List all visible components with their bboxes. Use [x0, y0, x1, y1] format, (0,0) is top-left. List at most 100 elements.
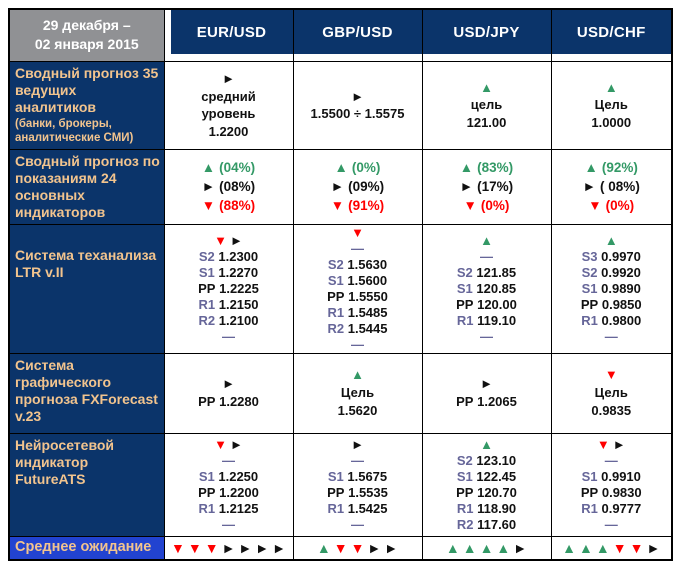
level-s2: S2 0.9920 [582, 265, 641, 280]
date-range-cell: 29 декабря – 02 января 2015 [8, 8, 165, 62]
level-name: S2 [456, 264, 473, 280]
forecast-line: S2 121.85 [423, 264, 550, 281]
date-range: 29 декабря – 02 января 2015 [34, 17, 139, 53]
forecast-line: PP 1.2225 [165, 281, 292, 297]
level-name: S2 [581, 264, 598, 280]
arrow-up-icon: ▲ [351, 367, 364, 383]
forecast-line: ▼ ▼ ▼ ► ► ► ► [165, 539, 292, 557]
level-s2: S2 1.5630 [328, 257, 387, 272]
forecast-line: ▲ ▲ ▲ ▲ ► [423, 540, 550, 557]
level-pp: PP 0.9830 [581, 485, 642, 500]
forecast-line: PP 1.2280 [165, 393, 292, 411]
level-r2: R2 1.5445 [328, 321, 388, 336]
level-name: PP [580, 484, 599, 500]
arrow-right-icon: ► [646, 539, 661, 556]
forecast-line: ▼ ► [165, 437, 292, 453]
cell-ltr-usd-jpy: ▲ — S2 121.85 S1 120.85 PP 120.00 R1 119.10— [421, 223, 552, 354]
forecast-line: ► (17%) [423, 177, 550, 196]
forecast-line: ▲ ▼ ▼ ► ► [294, 539, 421, 557]
level-pp: PP 0.9850 [581, 297, 642, 312]
forecast-line: ▼ (91%) [294, 196, 421, 215]
pair-label-usd-chf: USD/CHF [552, 10, 671, 54]
forecast-line: ▲ [423, 79, 550, 97]
level-name: R1 [327, 500, 345, 516]
forecast-line: 1.0000 [552, 114, 671, 132]
level-name: R2 [198, 312, 216, 328]
pair-label-gbp-usd: GBP/USD [294, 10, 421, 54]
cell-average-eur-usd: ▼ ▼ ▼ ► ► ► ► [163, 535, 294, 561]
forecast-text: (0%) [351, 160, 381, 176]
arrow-right-icon: ► [480, 376, 493, 392]
forecast-text: средний [201, 88, 256, 104]
arrow-down-icon: ▼ [629, 539, 644, 556]
forecast-line: S1 1.5600 [294, 273, 421, 289]
level-pp: PP 120.70 [456, 485, 517, 500]
pair-label-eur-usd: EUR/USD [170, 10, 292, 54]
forecast-text: 1.2200 [208, 123, 249, 139]
forecast-line: R1 1.5425 [294, 500, 421, 517]
column-header-usd-jpy: USD/JPY [421, 8, 552, 62]
arrow-down-icon: ▼ [350, 539, 365, 556]
forecast-line: ▲ (83%) [423, 158, 550, 177]
level-value: 1.2125 [215, 500, 259, 516]
forecast-line: PP 1.2200 [165, 485, 292, 501]
cell-futureats-eur-usd: ▼ ► — S1 1.2250 PP 1.2200 R1 1.2125— [163, 432, 294, 537]
arrow-up-icon: ▲ [459, 160, 474, 176]
forecast-line: ▼ (88%) [165, 196, 292, 215]
table-row-average: Среднее ожидание ▼ ▼ ▼ ► ► ► ► ▲ ▼ ▼ ► ► ▲ ▲ ▲ ▲ ► ▲ ▲ ▲ ▼ ▼ ► [8, 535, 673, 561]
cell-indicators-usd-jpy: ▲ (83%) ► (17%) ▼ (0%) [421, 148, 552, 225]
level-r1: R1 0.9800 [581, 313, 641, 328]
cell-indicators-usd-chf: ▲ (92%) ►( 08%) ▼ (0%) [550, 148, 673, 225]
forecast-line: ▲ (92%) [552, 158, 671, 177]
level-s2: S2 123.10 [457, 453, 516, 468]
arrow-down-icon: ▼ [463, 198, 477, 214]
level-pp: PP 1.5550 [327, 289, 388, 304]
forecast-line: S1 1.2250 [165, 469, 292, 485]
forecast-line: S3 0.9970 [552, 248, 671, 265]
dash-icon: — [351, 240, 364, 256]
dash-icon: — [351, 516, 364, 532]
table-row-analysts: Сводный прогноз 35 ведущих аналитиков (ба… [8, 60, 673, 150]
forecast-line: 1.5620 [294, 402, 421, 420]
forecast-line: ▲ [423, 437, 550, 453]
cell-fxforecast-eur-usd: ► PP 1.2280 [163, 352, 294, 434]
forecast-line: ► [294, 437, 421, 453]
level-pp: PP 1.2065 [456, 394, 517, 409]
forecast-line: PP 1.5535 [294, 485, 421, 501]
level-pp: PP 1.5535 [327, 485, 388, 500]
arrow-right-icon: ► [459, 179, 474, 195]
arrow-right-icon: ► [582, 179, 597, 195]
level-value: 121.85 [472, 264, 517, 280]
arrow-up-icon: ▲ [480, 79, 493, 95]
forecast-text: 0.9835 [591, 403, 632, 419]
row-label-main: Нейросетевой индикатор FutureATS [15, 436, 115, 487]
level-value: 1.5425 [344, 500, 388, 516]
level-name: R1 [581, 500, 598, 516]
row-label-average: Среднее ожидание [8, 535, 165, 561]
arrow-up-icon: ▲ [579, 539, 593, 556]
forecast-line: 1.5500 ÷ 1.5575 [294, 105, 421, 123]
forecast-line: ► [165, 375, 292, 393]
forecast-text: (0%) [605, 198, 635, 214]
forecast-text: (17%) [477, 179, 514, 195]
level-value: 1.5550 [344, 288, 388, 304]
forecast-line: PP 1.5550 [294, 289, 421, 305]
forecast-line: R2 117.60 [423, 517, 550, 533]
level-s1: S1 1.5600 [328, 273, 387, 288]
forecast-line: Цель [552, 384, 671, 402]
level-value: 1.5445 [344, 320, 388, 336]
arrow-up-icon: ▲ [316, 539, 331, 556]
arrow-right-icon: ► [238, 539, 253, 556]
row-label-main: Среднее ожидание [15, 539, 152, 556]
arrow-up-icon: ▲ [595, 539, 610, 556]
forecast-text: 121.00 [466, 114, 507, 130]
forecast-line: S2 1.5630 [294, 257, 421, 273]
level-r1: R1 0.9777 [581, 501, 641, 516]
level-name: S2 [327, 256, 344, 272]
dash-icon: — [480, 328, 493, 344]
level-name: S3 [581, 248, 598, 264]
arrow-right-icon: ► [255, 539, 270, 556]
forecast-line: ▼ (0%) [552, 196, 671, 215]
row-label-fxforecast: Система графического прогноза FXForecast… [8, 352, 165, 434]
header-row: 29 декабря – 02 января 2015 EUR/USD GBP/… [8, 8, 673, 62]
